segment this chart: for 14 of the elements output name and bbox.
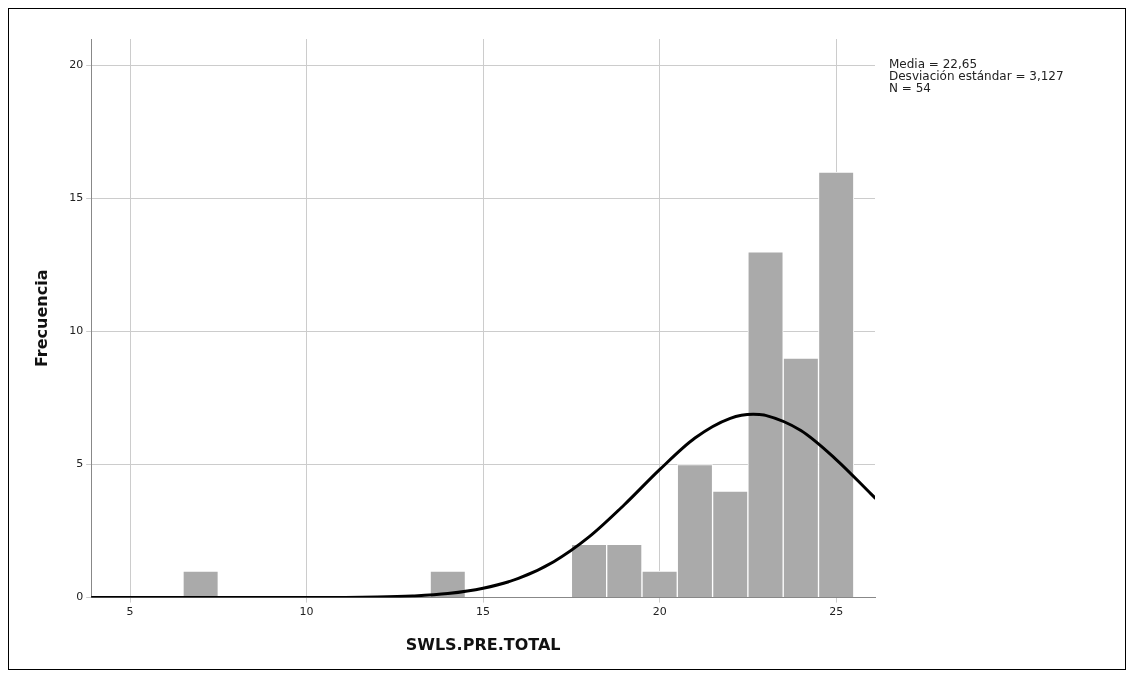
y-tick-label: 10 <box>69 324 84 338</box>
x-tick-label: 10 <box>299 605 314 619</box>
y-tick-label: 15 <box>69 191 84 205</box>
y-tick-label: 5 <box>76 457 84 471</box>
y-axis-title: Frecuencia <box>31 269 51 368</box>
x-tick-label: 5 <box>126 605 134 619</box>
y-tick-label: 20 <box>69 58 84 72</box>
x-axis-title: SWLS.PRE.TOTAL <box>405 634 561 654</box>
text: Desviación estándar = 3,127 <box>889 69 1064 84</box>
text: N = 54 <box>889 81 931 96</box>
y-tick-label: 0 <box>76 590 84 604</box>
x-tick-label: 15 <box>476 605 491 619</box>
x-tick-label: 20 <box>652 605 667 619</box>
x-tick-label: 25 <box>829 605 844 619</box>
